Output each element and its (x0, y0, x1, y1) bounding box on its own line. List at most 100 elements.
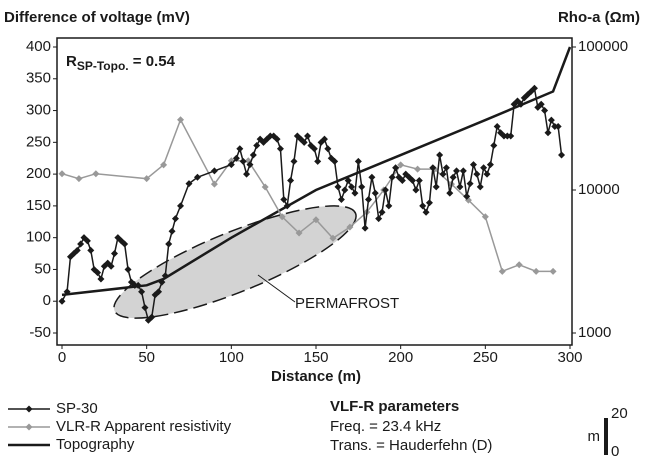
point (314, 157, 322, 165)
point (498, 267, 506, 275)
point (193, 173, 201, 181)
params-title: VLF-R parameters (330, 398, 459, 415)
y-tick-label: 50 (34, 260, 51, 277)
y-axis-title: Difference of voltage (mV) (4, 9, 190, 26)
point (290, 157, 298, 165)
point (210, 167, 218, 175)
point (476, 183, 484, 191)
y-tick-label: 200 (26, 165, 51, 182)
point (388, 173, 396, 181)
point (77, 240, 85, 248)
point (295, 229, 303, 237)
point (397, 161, 405, 169)
point (364, 196, 372, 204)
point (124, 265, 132, 273)
point (63, 288, 71, 296)
point (58, 297, 66, 305)
y2-tick-label: 1000 (578, 324, 611, 341)
point (541, 107, 549, 115)
legend-marker (25, 423, 33, 431)
point (155, 288, 163, 296)
point (414, 165, 422, 173)
point (236, 145, 244, 153)
x-tick-label: 50 (138, 349, 155, 366)
y-tick-label: 0 (43, 292, 51, 309)
point (121, 240, 129, 248)
point (87, 246, 95, 254)
legend-label: Topography (56, 436, 135, 453)
point (246, 161, 254, 169)
y2-axis-title: Rho-a (Ωm) (558, 9, 640, 26)
point (232, 154, 240, 162)
annotation-rest: = 0.54 (129, 53, 176, 70)
point (429, 164, 437, 172)
point (185, 180, 193, 188)
point (312, 216, 320, 224)
x-tick-label: 150 (303, 349, 328, 366)
point (459, 167, 467, 175)
point (177, 202, 185, 210)
point (409, 176, 417, 184)
point (143, 175, 151, 183)
y-tick-label: 150 (26, 197, 51, 214)
point (544, 129, 552, 137)
point (547, 116, 555, 124)
point (449, 173, 457, 181)
point (177, 116, 185, 124)
y2-tick-label: 10000 (578, 181, 620, 198)
point (300, 138, 308, 146)
legend-label: SP-30 (56, 400, 98, 417)
point (351, 189, 359, 197)
point (227, 161, 235, 169)
point (138, 288, 146, 296)
point (530, 84, 538, 92)
point (304, 132, 312, 140)
point (537, 100, 545, 108)
point (486, 161, 494, 169)
point (493, 122, 501, 130)
point (425, 199, 433, 207)
annotation: RSP-Topo. = 0.54 (66, 53, 176, 73)
point (442, 164, 450, 172)
point (517, 100, 525, 108)
point (419, 202, 427, 210)
point (134, 281, 142, 289)
point (210, 180, 218, 188)
point (278, 213, 286, 221)
scale-top: 20 (611, 405, 628, 422)
point (249, 151, 257, 159)
point (358, 183, 366, 191)
point (141, 304, 149, 312)
point (97, 275, 105, 283)
y-tick-label: 100 (26, 229, 51, 246)
point (171, 215, 179, 223)
y-tick-label: 250 (26, 133, 51, 150)
scale-bottom: 0 (611, 443, 619, 460)
point (466, 180, 474, 188)
x-tick-label: 250 (473, 349, 498, 366)
point (480, 164, 488, 172)
point (253, 142, 261, 150)
point (324, 145, 332, 153)
point (558, 151, 566, 159)
point (371, 189, 379, 197)
point (453, 167, 461, 175)
point (320, 135, 328, 143)
point (287, 176, 295, 184)
point (481, 213, 489, 221)
y-tick-label: -50 (29, 324, 51, 341)
point (261, 183, 269, 191)
annotation-main: R (66, 53, 77, 70)
point (532, 267, 540, 275)
legend-marker (25, 405, 33, 413)
point (160, 161, 168, 169)
point (346, 223, 354, 231)
point (415, 176, 423, 184)
point (280, 196, 288, 204)
point (94, 269, 102, 277)
point (412, 186, 420, 194)
region-label: PERMAFROST (295, 295, 399, 312)
permafrost-region (113, 205, 357, 319)
point (158, 278, 166, 286)
x-tick-label: 100 (219, 349, 244, 366)
